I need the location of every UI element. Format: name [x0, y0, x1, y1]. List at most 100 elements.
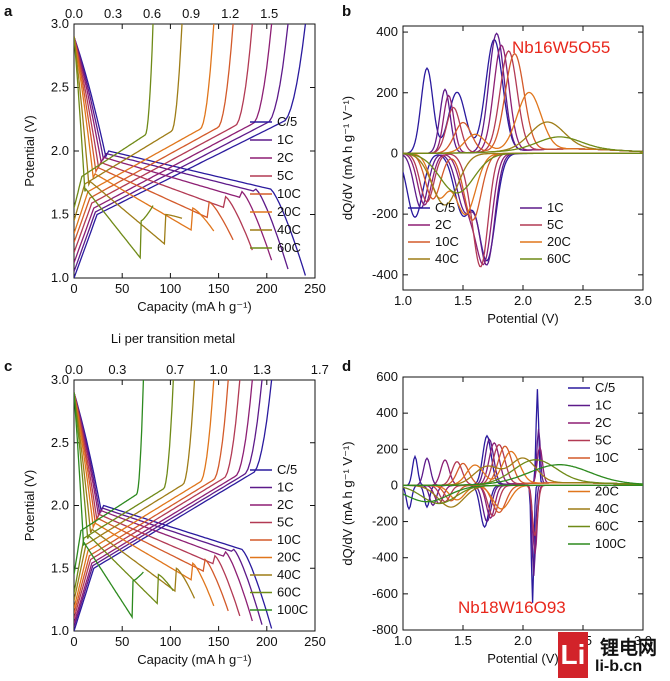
legend-label: 60C — [277, 585, 301, 600]
y-tick-label: 3.0 — [51, 16, 69, 31]
panel-b: b 1.0 1.5 2.0 2.5 3.0 -400 -200 0 200 400 Potential… — [340, 3, 652, 326]
series-line-40C — [74, 380, 196, 602]
top-axis-tick-label: 1.2 — [221, 6, 239, 21]
legend-label: 20C — [547, 234, 571, 249]
legend-label: 1C — [277, 132, 294, 147]
legend-label: 60C — [547, 251, 571, 266]
y-tick-label: 400 — [376, 405, 398, 420]
x-tick-label: 100 — [160, 634, 182, 649]
legend-label: 5C — [547, 217, 564, 232]
top-axis-tick-label: 1.3 — [253, 362, 271, 377]
legend-label: 20C — [595, 484, 619, 499]
legend-label: C/5 — [277, 114, 297, 129]
y-tick-label: -600 — [372, 586, 398, 601]
y-axis-title: Potential (V) — [22, 115, 37, 187]
x-tick-label: 100 — [160, 281, 182, 296]
y-tick-label: 200 — [376, 85, 398, 100]
top-axis-tick-label: 1.0 — [210, 362, 228, 377]
top-axis-tick-label: 0.9 — [182, 6, 200, 21]
legend-label: 10C — [435, 234, 459, 249]
legend-label: 40C — [277, 567, 301, 582]
series-line-100C — [403, 464, 643, 503]
y-tick-label: 200 — [376, 441, 398, 456]
x-tick-label: 150 — [208, 281, 230, 296]
legend-label: 40C — [595, 501, 619, 516]
series-line-60C — [74, 380, 174, 605]
legend-label: 40C — [277, 222, 301, 237]
x-tick-label: 50 — [115, 281, 129, 296]
series-line-C-5 — [74, 380, 273, 631]
x-tick-label: 250 — [304, 634, 326, 649]
x-tick-label: 2.0 — [514, 633, 532, 648]
y-tick-label: 1.0 — [51, 270, 69, 285]
x-tick-label: 2.0 — [514, 293, 532, 308]
legend-label: 10C — [277, 186, 301, 201]
legend-label: 20C — [277, 550, 301, 565]
series-line-10C — [74, 380, 229, 614]
compound-label: Nb18W16O93 — [458, 598, 566, 617]
series-line-5C — [74, 24, 253, 253]
y-tick-label: 3.0 — [51, 372, 69, 387]
x-tick-label: 250 — [304, 281, 326, 296]
top-axis-tick-label: 1.7 — [311, 362, 329, 377]
legend-label: 1C — [595, 398, 612, 413]
top-axis-tick-label: 0.3 — [108, 362, 126, 377]
watermark-chinese-name: 锂电网 — [600, 638, 658, 659]
panel-c: c 0 50 100 150 200 250 1.0 1.5 2.0 2.5 3.00.0 0.3 0.7… — [4, 358, 329, 667]
legend-label: C/5 — [595, 380, 615, 395]
legend-label: 1C — [547, 200, 564, 215]
legend-label: 2C — [435, 217, 452, 232]
series-line-10C — [403, 52, 643, 221]
series-line-1C — [74, 380, 263, 628]
y-tick-label: 1.5 — [51, 207, 69, 222]
series-line-C-5 — [74, 24, 307, 278]
x-axis-title: Potential (V) — [487, 651, 559, 666]
series-line-5C — [74, 380, 241, 619]
series-line-60C — [403, 136, 643, 194]
top-axis-tick-label: 0.0 — [65, 362, 83, 377]
lithiation-axis-title: Li per transition metal — [111, 331, 235, 346]
x-axis-title: Capacity (mA h g⁻¹) — [137, 299, 252, 314]
series-line-60C — [74, 24, 154, 260]
legend-label: 5C — [277, 168, 294, 183]
series-group — [74, 24, 307, 278]
x-tick-label: 1.5 — [454, 293, 472, 308]
legend-label: 1C — [277, 480, 294, 495]
legend-label: 5C — [595, 433, 612, 448]
panel-letter: a — [4, 3, 13, 20]
y-tick-label: -400 — [372, 550, 398, 565]
legend-label: 10C — [277, 532, 301, 547]
series-group — [403, 389, 643, 603]
legend-label: 60C — [595, 519, 619, 534]
y-tick-label: 1.0 — [51, 623, 69, 638]
y-tick-label: 0 — [391, 145, 398, 160]
x-tick-label: 1.5 — [454, 633, 472, 648]
top-axis-tick-label: 1.5 — [260, 6, 278, 21]
y-tick-label: -200 — [372, 514, 398, 529]
series-line-20C — [74, 380, 215, 609]
x-tick-label: 1.0 — [394, 293, 412, 308]
panel-a: a 0 50 100 150 200 250 1.0 1.5 2.0 2.5 3.00.0 0.3 0.6… — [4, 3, 326, 314]
legend-label: 2C — [277, 497, 294, 512]
legend-label: 60C — [277, 240, 301, 255]
panel-letter: b — [342, 3, 351, 20]
y-tick-label: -400 — [372, 267, 398, 282]
legend-label: 2C — [277, 150, 294, 165]
series-line-100C — [74, 380, 145, 620]
y-tick-label: 1.5 — [51, 560, 69, 575]
y-tick-label: 0 — [391, 477, 398, 492]
x-axis-title: Potential (V) — [487, 311, 559, 326]
top-axis-tick-label: 0.0 — [65, 6, 83, 21]
series-line-1C — [74, 24, 289, 272]
panel-letter: c — [4, 358, 12, 375]
series-line-2C — [74, 24, 273, 264]
y-tick-label: -800 — [372, 622, 398, 637]
watermark-url: li-b.cn — [595, 658, 643, 675]
legend-label: C/5 — [435, 200, 455, 215]
legend-label: 100C — [277, 602, 308, 617]
series-line-2C — [74, 380, 253, 624]
x-tick-label: 3.0 — [634, 293, 652, 308]
top-axis-tick-label: 0.6 — [143, 6, 161, 21]
legend-label: 40C — [435, 251, 459, 266]
y-axis-title: dQ/dV (mA h g⁻¹ V⁻¹) — [340, 96, 355, 220]
